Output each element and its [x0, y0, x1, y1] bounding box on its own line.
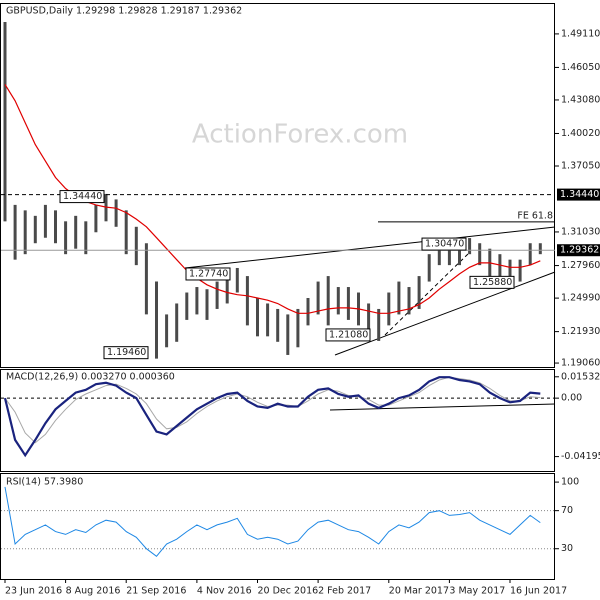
y-tick-label: 100: [561, 477, 579, 488]
y-tick-label: 70: [561, 505, 573, 516]
x-tick-label: 20 Dec 2016: [258, 586, 319, 597]
level-label: 1.34440: [560, 189, 599, 200]
annotation-box: [103, 346, 149, 360]
line: [3, 376, 541, 458]
y-tick-label: 1.43080: [561, 94, 600, 105]
x-tick-label: 4 Nov 2016: [197, 586, 252, 597]
macd-panel: [0, 369, 555, 472]
annotation-box: [469, 275, 515, 289]
y-tick-label: 0.015325: [561, 371, 600, 382]
x-tick-label: 16 Jun 2017: [510, 586, 567, 597]
x-tick-label: 20 Mar 2017: [389, 586, 449, 597]
level-box: [557, 244, 600, 257]
y-tick-label: 1.46050: [561, 62, 600, 73]
fe-label: FE 61.8: [517, 210, 553, 221]
annotation-box: [325, 328, 371, 342]
y-tick-label: 1.49110: [561, 28, 600, 39]
y-tick-label: 1.40020: [561, 128, 600, 139]
y-tick-label: 1.24990: [561, 293, 600, 304]
x-tick-label: 2 Feb 2017: [318, 586, 371, 597]
annotation-label: 1.30470: [425, 239, 464, 250]
trendline: [184, 226, 556, 269]
x-tick-label: 21 Sep 2016: [126, 586, 186, 597]
y-tick-label: 1.37050: [561, 161, 600, 172]
annotation-label: 1.27740: [189, 268, 228, 279]
line: [4, 486, 541, 557]
level-label: 1.29362: [560, 245, 599, 256]
annotation-box: [59, 190, 105, 204]
watermark: ActionForex.com: [192, 120, 408, 150]
level-box: [557, 188, 600, 201]
trendline: [334, 271, 556, 356]
chart-title: GBPUSD,Daily 1.29298 1.29828 1.29187 1.2…: [6, 6, 242, 17]
annotation-label: 1.21080: [329, 329, 368, 340]
price-panel: [0, 3, 555, 368]
trendline: [384, 251, 471, 336]
annotation-box: [185, 267, 231, 281]
x-tick-label: 8 Aug 2016: [66, 586, 121, 597]
rsi-panel: [0, 473, 555, 580]
y-tick-label: -0.041957: [561, 451, 600, 462]
x-tick-label: 3 May 2017: [449, 586, 505, 597]
macd-title: MACD(12,26,9) 0.003270 0.000360: [6, 372, 175, 383]
line: [4, 84, 541, 314]
y-tick-label: 30: [561, 543, 573, 554]
y-tick-label: 1.27960: [561, 260, 600, 271]
annotation-box: [421, 237, 467, 251]
rsi-title: RSI(14) 57.3980: [6, 477, 83, 488]
trendline: [329, 403, 556, 411]
annotation-label: 1.34440: [63, 191, 102, 202]
x-tick-label: 23 Jun 2016: [5, 586, 62, 597]
y-tick-label: 1.19060: [561, 358, 600, 369]
y-tick-label: 1.31030: [561, 226, 600, 237]
annotation-label: 1.25880: [473, 277, 512, 288]
y-tick-label: 0.00: [561, 393, 582, 404]
y-tick-label: 1.21930: [561, 326, 600, 337]
annotation-label: 1.19460: [107, 347, 146, 358]
